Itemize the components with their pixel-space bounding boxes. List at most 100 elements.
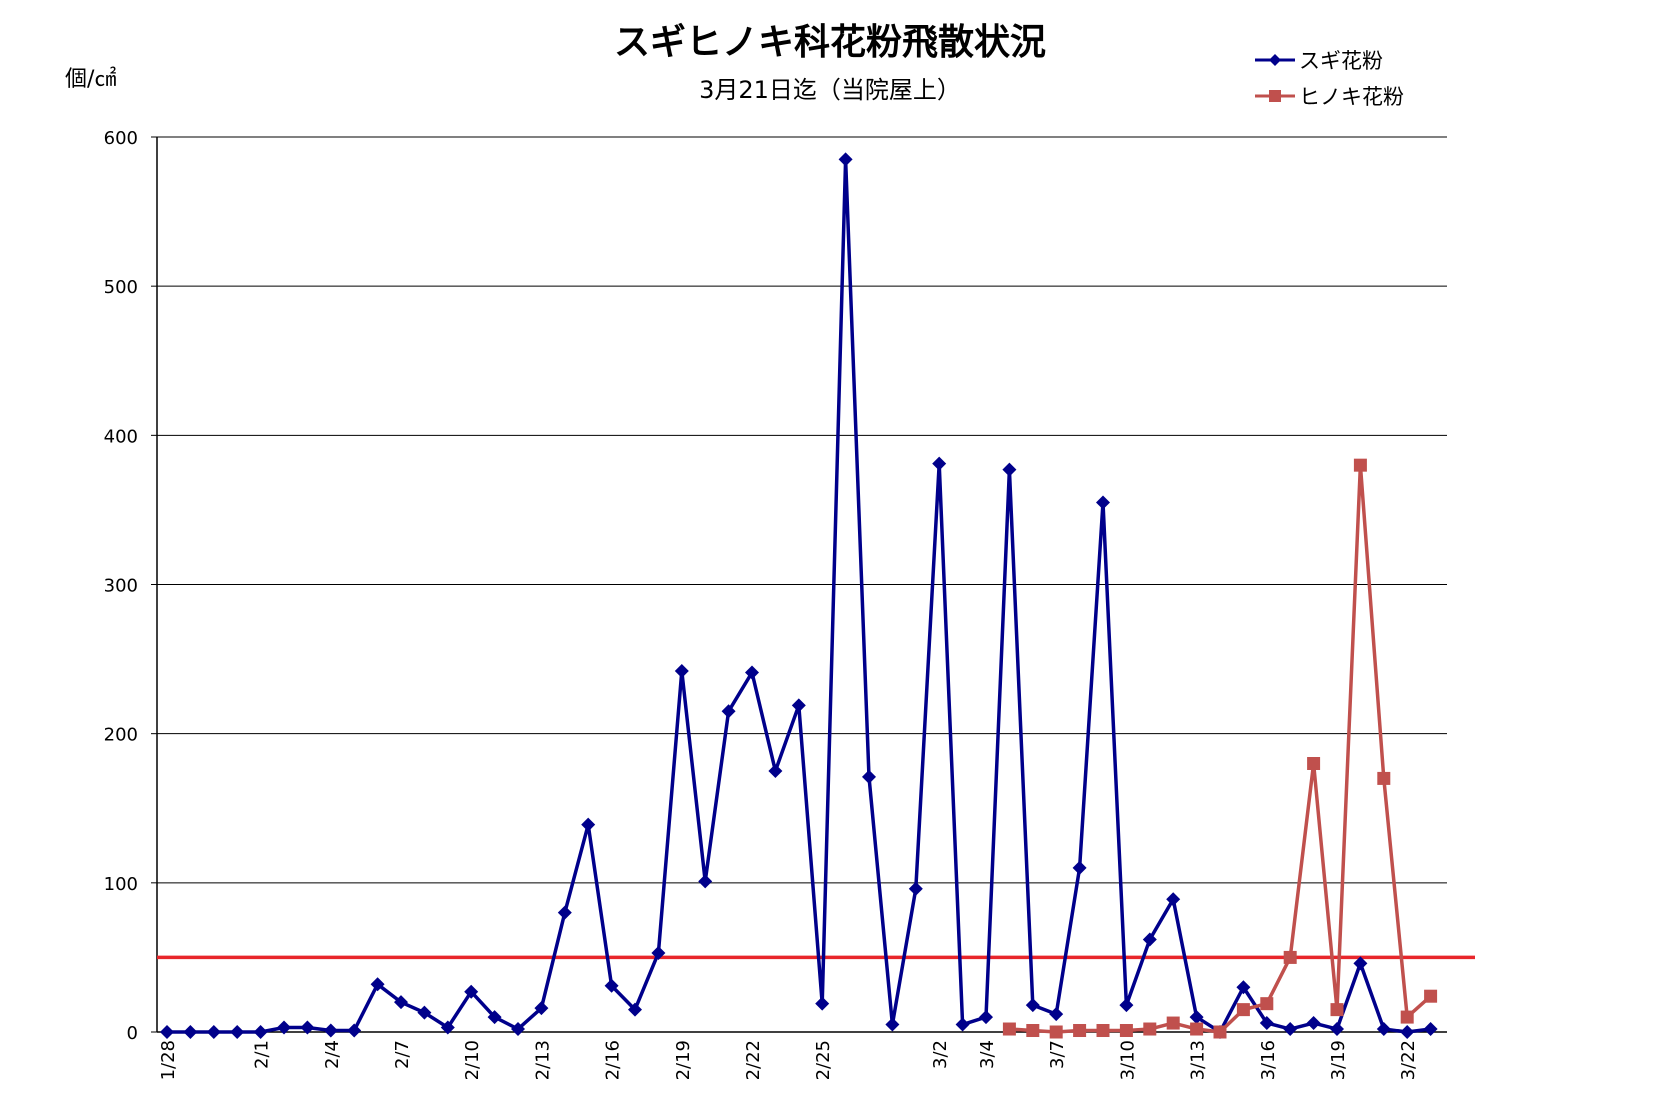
data-point — [838, 152, 853, 167]
data-point — [1259, 1016, 1274, 1031]
series-line-hinoki — [1009, 463, 1432, 1034]
chart-subtitle: 3月21日迄（当院屋上） — [699, 76, 961, 104]
data-point — [745, 665, 759, 680]
y-tick-label: 600 — [104, 128, 138, 149]
y-tick-label: 200 — [104, 725, 138, 746]
data-point — [1213, 1025, 1227, 1039]
data-point — [300, 1020, 315, 1035]
series-sugi — [160, 152, 1438, 1039]
data-point — [440, 1020, 455, 1035]
data-point — [674, 664, 689, 679]
legend-marker-sugi — [1269, 54, 1281, 66]
data-point — [628, 1002, 642, 1017]
legend-item-hinoki: ヒノキ花粉 — [1255, 85, 1404, 109]
data-point — [1049, 1007, 1064, 1022]
data-point — [698, 874, 713, 889]
x-tick-label: 3/2 — [930, 1040, 951, 1069]
data-point — [417, 1005, 432, 1020]
data-point — [862, 769, 876, 784]
data-point — [1002, 1022, 1016, 1036]
data-point — [1166, 1016, 1180, 1030]
x-tick-label: 3/22 — [1398, 1040, 1419, 1080]
data-point — [1400, 1010, 1414, 1024]
data-point — [534, 1001, 549, 1016]
data-point — [1353, 956, 1368, 971]
legend-label-sugi: スギ花粉 — [1299, 49, 1383, 73]
data-point — [721, 704, 736, 719]
x-tick-label: 3/13 — [1188, 1040, 1209, 1080]
y-tick-label: 400 — [104, 426, 138, 447]
data-point — [1049, 1025, 1063, 1039]
data-point — [511, 1022, 525, 1037]
data-point — [253, 1025, 268, 1039]
x-tick-label: 2/19 — [673, 1040, 694, 1080]
y-axis-unit-label: 個/㎠ — [65, 66, 116, 92]
data-point — [885, 1017, 900, 1032]
y-tick-label: 0 — [127, 1023, 138, 1044]
y-tick-label: 500 — [104, 277, 138, 298]
data-point — [768, 763, 783, 778]
data-point — [791, 698, 806, 713]
data-point — [1376, 1022, 1391, 1037]
data-point — [323, 1023, 338, 1038]
x-axis-ticks: 1/28 2/1 2/4 2/7 2/10 2/13 2/16 2/19 2/22 2/25 3/2… — [158, 1040, 1419, 1080]
data-point — [230, 1025, 245, 1039]
data-point — [394, 995, 408, 1010]
y-tick-label: 300 — [104, 576, 138, 597]
data-point — [1377, 771, 1391, 785]
x-tick-label: 3/4 — [977, 1040, 998, 1069]
data-point — [1353, 458, 1367, 472]
data-point — [581, 817, 596, 832]
series-group — [160, 152, 1438, 1039]
data-point — [1096, 495, 1110, 510]
data-point — [1119, 998, 1134, 1013]
series-line-sugi — [167, 157, 1431, 1034]
x-tick-label: 2/13 — [532, 1040, 553, 1080]
x-tick-label: 3/10 — [1117, 1040, 1138, 1080]
data-point — [1423, 1022, 1438, 1037]
data-point — [183, 1025, 198, 1039]
x-tick-label: 2/25 — [813, 1040, 834, 1080]
data-point — [487, 1010, 502, 1025]
data-point — [1002, 462, 1017, 477]
data-point — [1190, 1022, 1204, 1036]
legend: スギ花粉 ヒノキ花粉 — [1255, 49, 1404, 109]
data-point — [206, 1025, 221, 1039]
series-hinoki — [1002, 458, 1438, 1039]
data-point — [1330, 1022, 1344, 1037]
x-tick-label: 2/1 — [252, 1040, 273, 1069]
data-point — [955, 1017, 970, 1032]
data-point — [1025, 998, 1040, 1013]
data-point — [1307, 757, 1321, 770]
data-point — [557, 905, 572, 920]
data-point — [1283, 1022, 1298, 1037]
data-point — [464, 984, 479, 999]
data-point — [160, 1025, 174, 1039]
data-point — [1236, 1003, 1250, 1017]
data-point — [979, 1010, 993, 1025]
data-point — [1143, 1022, 1157, 1036]
data-point — [1142, 932, 1157, 947]
data-point — [370, 977, 385, 992]
data-point — [1096, 1024, 1110, 1038]
data-point — [1306, 1016, 1321, 1031]
data-point — [815, 996, 830, 1011]
data-point — [1283, 950, 1297, 964]
data-point — [1400, 1025, 1415, 1039]
data-point — [1189, 1010, 1204, 1025]
y-tick-label: 100 — [104, 874, 138, 895]
data-point — [1119, 1024, 1133, 1038]
legend-item-sugi: スギ花粉 — [1255, 49, 1383, 73]
x-tick-label: 1/28 — [158, 1040, 179, 1080]
data-point — [347, 1023, 362, 1038]
data-point — [1072, 860, 1087, 875]
data-point — [604, 978, 619, 993]
data-point — [1236, 980, 1251, 995]
x-tick-label: 2/16 — [603, 1040, 624, 1080]
data-point — [1330, 1003, 1344, 1017]
data-point — [1166, 892, 1181, 907]
y-axis-ticks: 0 100 200 300 400 500 600 — [104, 128, 157, 1044]
chart-title: スギヒノキ科花粉飛散状況 — [614, 22, 1046, 63]
gridlines — [157, 136, 1447, 884]
